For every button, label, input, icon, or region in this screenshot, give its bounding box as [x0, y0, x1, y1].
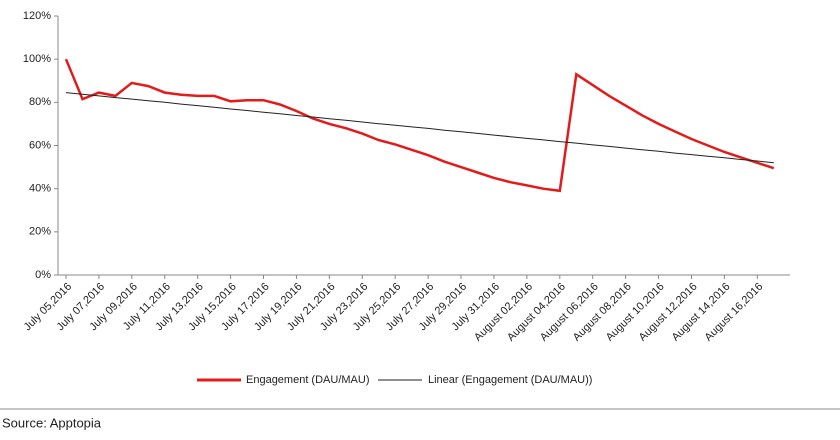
- y-tick-label: 80%: [29, 96, 51, 108]
- legend-label: Engagement (DAU/MAU): [246, 374, 370, 386]
- y-tick-label: 100%: [23, 53, 51, 65]
- y-tick-label: 120%: [23, 10, 51, 22]
- x-tick-label: August 06,2016: [538, 281, 601, 344]
- x-tick-label: August 16,2016: [702, 281, 765, 344]
- x-tick-label: August 08,2016: [571, 281, 634, 344]
- source: Source: Apptopia: [2, 415, 102, 430]
- legend-label: Linear (Engagement (DAU/MAU)): [428, 374, 592, 386]
- x-tick-label: August 04,2016: [505, 281, 568, 344]
- x-tick-label: August 12,2016: [637, 281, 700, 344]
- data-line: [64, 58, 775, 193]
- y-tick-label: 0%: [35, 269, 51, 281]
- y-tick-label: 60%: [29, 139, 51, 151]
- trend-line: [65, 92, 774, 164]
- y-tick-label: 20%: [29, 226, 51, 238]
- x-tick-label: August 10,2016: [604, 281, 667, 344]
- y-tick-label: 40%: [29, 183, 51, 195]
- x-tick-label: August 14,2016: [670, 281, 733, 344]
- x-tick-label: August 02,2016: [472, 281, 535, 344]
